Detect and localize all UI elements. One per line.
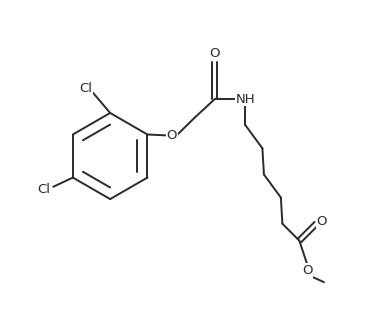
Text: Cl: Cl	[37, 183, 50, 197]
Text: O: O	[210, 47, 220, 60]
Text: NH: NH	[236, 93, 255, 106]
Text: O: O	[316, 215, 327, 228]
Text: O: O	[302, 264, 312, 277]
Text: O: O	[167, 129, 177, 142]
Text: Cl: Cl	[79, 82, 92, 95]
